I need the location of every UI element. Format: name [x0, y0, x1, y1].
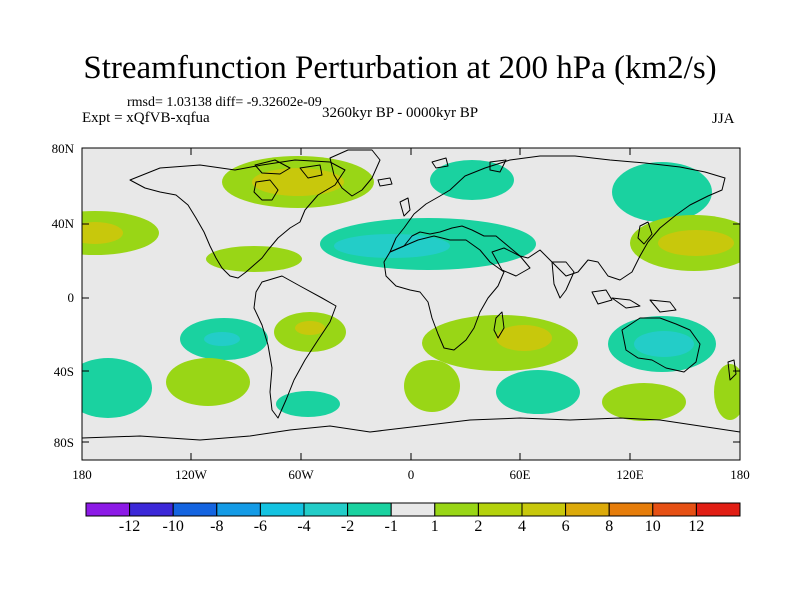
anomaly-north-pacific-east-core: [82, 222, 123, 244]
colorbar-box: [259, 502, 305, 517]
anomaly-south-america-core: [295, 321, 325, 335]
colorbar-label: 6: [561, 518, 570, 535]
anomaly-north-atlantic-core: [334, 234, 450, 258]
colorbar-box: [172, 502, 218, 517]
colorbar-box: [85, 502, 131, 517]
colorbar-label: 12: [688, 518, 705, 535]
anomaly-layer: [82, 156, 740, 421]
anomaly-drake-passage: [276, 391, 340, 417]
colorbar-box: [390, 502, 436, 517]
anomaly-southern-indian-ocean: [496, 370, 580, 414]
lat-tick-label: 80N: [51, 141, 74, 156]
colorbar: [85, 502, 741, 517]
anomaly-scandinavia: [430, 160, 514, 200]
colorbar-box: [129, 502, 174, 517]
anomaly-northeast-asia: [612, 162, 712, 222]
colorbar-box: [303, 502, 349, 517]
lat-tick-label: 0: [67, 290, 75, 305]
colorbar-box: [216, 502, 261, 517]
colorbar-box: [608, 502, 654, 517]
colorbar-label: 8: [605, 518, 614, 535]
anomaly-southern-africa-core: [496, 325, 552, 351]
experiment-label: Expt = xQfVB-xqfua: [82, 110, 210, 126]
colorbar-label: -6: [253, 518, 268, 535]
period-label: 3260kyr BP - 0000kyr BP: [322, 105, 479, 121]
lon-tick-label: 0: [407, 467, 415, 482]
anomaly-south-atlantic-south: [404, 360, 460, 412]
season-label: JJA: [712, 111, 735, 127]
lon-tick-label: 60E: [509, 467, 531, 482]
anomaly-australia-core: [634, 331, 694, 357]
colorbar-label: 2: [474, 518, 483, 535]
colorbar-box: [434, 502, 479, 517]
lat-tick-label: 40N: [51, 216, 74, 231]
plot-title: Streamfunction Perturbation at 200 hPa (…: [83, 50, 717, 86]
lon-tick-label: 180: [730, 467, 750, 482]
lat-tick-label: 80S: [53, 435, 74, 450]
colorbar-label: -1: [384, 518, 398, 535]
lon-tick-label: 120W: [175, 467, 207, 482]
colorbar-box: [521, 502, 567, 517]
anomaly-northwest-pacific-core: [658, 230, 734, 256]
colorbar-label: 1: [430, 518, 439, 535]
colorbar-box: [565, 502, 610, 517]
colorbar-label: -12: [118, 518, 141, 535]
anomaly-south-pacific-far: [166, 358, 250, 406]
lon-tick-label: 180: [72, 467, 92, 482]
lon-tick-label: 120E: [616, 467, 644, 482]
anomaly-south-pacific-east-core: [204, 332, 240, 346]
anomaly-south-of-australia: [602, 383, 686, 421]
anomaly-south-pacific-west-edge: [82, 358, 152, 418]
anomaly-caribbean: [206, 246, 302, 272]
colorbar-box: [652, 502, 697, 517]
colorbar-box: [477, 502, 523, 517]
tick-marks: [82, 147, 740, 460]
lon-tick-label: 60W: [288, 467, 314, 482]
lat-tick-label: 40S: [53, 364, 74, 379]
colorbar-label: -10: [162, 518, 184, 535]
anomaly-southwest-pacific: [714, 364, 740, 420]
colorbar-box: [347, 502, 392, 517]
colorbar-label: 10: [644, 518, 661, 535]
colorbar-label: -8: [210, 518, 224, 535]
colorbar-label: -2: [340, 518, 355, 535]
colorbar-box: [695, 502, 741, 517]
colorbar-label: 4: [518, 518, 526, 535]
anomaly-north-america-core: [252, 168, 344, 196]
stats-line: rmsd= 1.03138 diff= -9.32602e-09: [127, 95, 322, 110]
colorbar-label: -4: [297, 518, 311, 535]
coastlines: [81, 149, 741, 441]
